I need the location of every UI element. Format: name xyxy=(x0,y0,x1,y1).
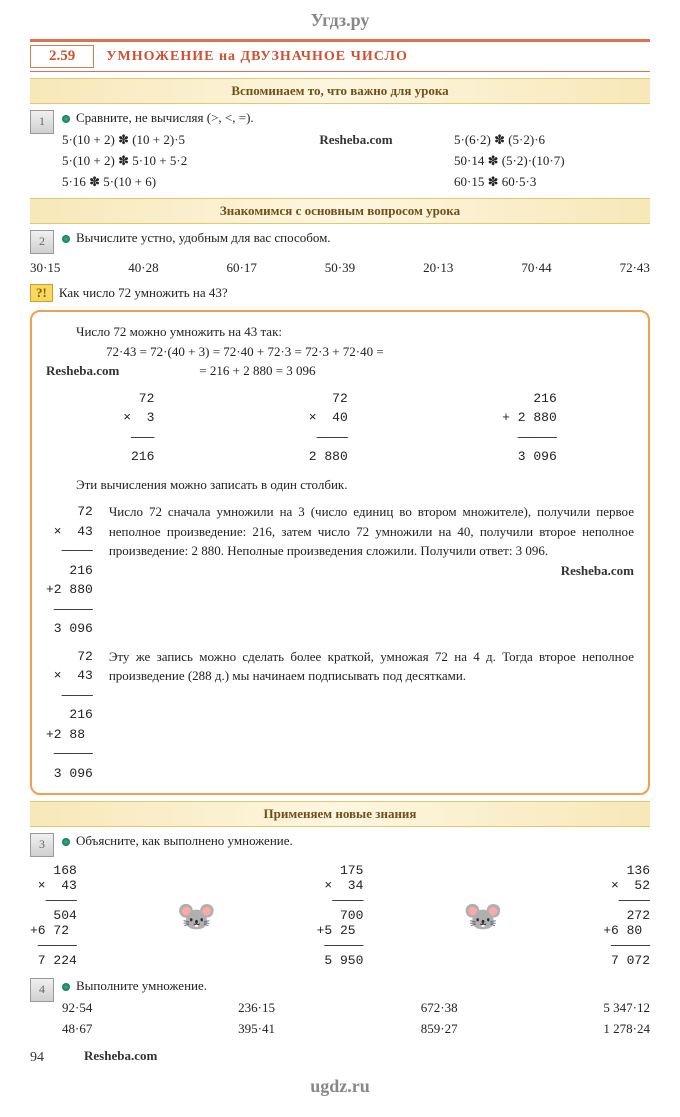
txtA: Число 72 сначала умножили на 3 (число ед… xyxy=(109,504,634,558)
band-main-question: Знакомимся с основным вопросом урока xyxy=(30,198,650,224)
bullet-icon xyxy=(62,235,70,243)
frame-line1: Число 72 можно умножить на 43 так: xyxy=(76,322,634,342)
band-apply: Применяем новые знания xyxy=(30,801,650,827)
ex-num-4: 4 xyxy=(30,978,54,1002)
watermark-bottom: ugdz.ru xyxy=(30,1076,650,1097)
calcB: 72 × 43 ―――― 216 +2 88 ――――― 3 096 xyxy=(46,647,93,784)
resheba-watermark: Resheba.com xyxy=(561,563,634,578)
ex-num-2: 2 xyxy=(30,230,54,254)
question-icon: ?! xyxy=(30,284,53,302)
mouse-icon: 🐭 xyxy=(448,876,518,956)
exercise-3: 3 Объясните, как выполнено умножение. xyxy=(30,833,650,857)
section-header: 2.59 УМНОЖЕНИЕ на ДВУЗНАЧНОЕ ЧИСЛО xyxy=(30,39,650,72)
ex3-calc1: 168 × 43 ―――― 504 +6 72 ――――― 7 224 xyxy=(30,863,77,968)
page-number: 94 xyxy=(30,1050,44,1066)
exercise-2: 2 Вычислите устно, удобным для вас спосо… xyxy=(30,230,650,254)
explanation-frame: Число 72 можно умножить на 43 так: 72·43… xyxy=(30,310,650,795)
frame-mid: Эти вычисления можно записать в один сто… xyxy=(76,475,634,495)
explanation-block-b: 72 × 43 ―――― 216 +2 88 ――――― 3 096 Эту ж… xyxy=(46,647,634,784)
textbook-page: Угдз.ру 2.59 УМНОЖЕНИЕ на ДВУЗНАЧНОЕ ЧИС… xyxy=(0,0,680,1117)
txtB: Эту же запись можно сделать более кратко… xyxy=(109,647,634,686)
section-number: 2.59 xyxy=(30,45,94,68)
mouse-icon: 🐭 xyxy=(162,876,232,956)
ex2-prompt: Вычислите устно, удобным для вас способо… xyxy=(76,230,331,245)
bullet-icon xyxy=(62,838,70,846)
ex4-col1: 92·54 48·67 xyxy=(62,998,92,1040)
frame-eq1: 72·43 = 72·(40 + 3) = 72·40 + 72·3 = 72·… xyxy=(106,342,634,362)
ex2-items: 30·15 40·28 60·17 50·39 20·13 70·44 72·4… xyxy=(30,260,650,276)
ex-num-3: 3 xyxy=(30,833,54,857)
explanation-block-a: 72 × 43 ―――― 216 +2 880 ――――― 3 096 Числ… xyxy=(46,502,634,639)
ex3-calc2: 175 × 34 ―――― 700 +5 25 ――――― 5 950 xyxy=(317,863,364,968)
exercise-4: 4 Выполните умножение. 92·54 48·67 236·1… xyxy=(30,978,650,1040)
resheba-watermark: Resheba.com xyxy=(84,1048,157,1064)
band-recall: Вспоминаем то, что важно для урока xyxy=(30,78,650,104)
resheba-watermark: Resheba.com xyxy=(46,363,119,378)
watermark-top: Угдз.ру xyxy=(30,10,650,31)
bullet-icon xyxy=(62,115,70,123)
ex4-col3: 672·38 859·27 xyxy=(421,998,458,1040)
ex1-right-col: 5·(6·2) ✽ (5·2)·6 50·14 ✽ (5·2)·(10·7) 6… xyxy=(454,130,650,192)
ex1-left-col: 5·(10 + 2) ✽ (10 + 2)·5 5·(10 + 2) ✽ 5·1… xyxy=(62,130,258,192)
ex3-calc3: 136 × 52 ―――― 272 +6 80 ――――― 7 072 xyxy=(603,863,650,968)
ex3-prompt: Объясните, как выполнено умножение. xyxy=(76,833,293,848)
ex4-prompt: Выполните умножение. xyxy=(76,978,207,993)
calc1: 72 × 3 ――― 216 xyxy=(123,389,154,467)
ex3-row: 168 × 43 ―――― 504 +6 72 ――――― 7 224 🐭 17… xyxy=(30,863,650,968)
calc-row-1: 72 × 3 ――― 216 72 × 40 ―――― 2 880 216 + … xyxy=(46,389,634,467)
question-row: ?! Как число 72 умножить на 43? xyxy=(30,284,650,302)
bullet-icon xyxy=(62,983,70,991)
section-title: УМНОЖЕНИЕ на ДВУЗНАЧНОЕ ЧИСЛО xyxy=(106,49,408,65)
calc2: 72 × 40 ―――― 2 880 xyxy=(309,389,348,467)
ex1-prompt: Сравните, не вычисляя (>, <, =). xyxy=(76,110,254,125)
calc3: 216 + 2 880 ――――― 3 096 xyxy=(502,389,557,467)
frame-eq2: = 216 + 2 880 = 3 096 xyxy=(199,363,315,378)
resheba-watermark: Resheba.com xyxy=(319,132,392,147)
calcA: 72 × 43 ―――― 216 +2 880 ――――― 3 096 xyxy=(46,502,93,639)
main-question: Как число 72 умножить на 43? xyxy=(59,285,228,300)
ex4-col4: 5 347·12 1 278·24 xyxy=(603,998,650,1040)
ex-num-1: 1 xyxy=(30,110,54,134)
ex4-col2: 236·15 395·41 xyxy=(238,998,275,1040)
exercise-1: 1 Сравните, не вычисляя (>, <, =). 5·(10… xyxy=(30,110,650,192)
